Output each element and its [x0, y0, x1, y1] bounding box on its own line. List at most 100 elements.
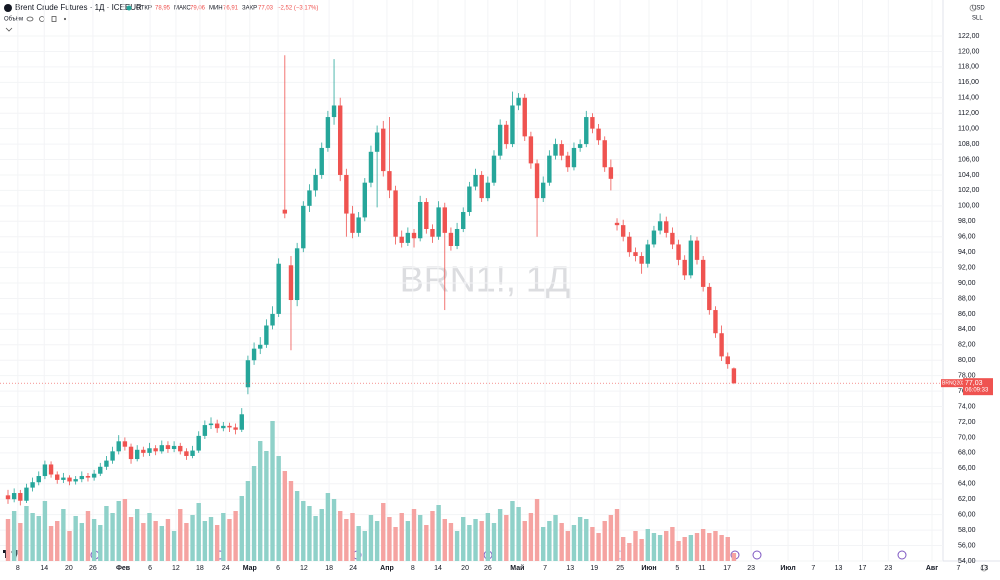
candle-body [497, 124, 503, 156]
volume-bar [196, 503, 201, 561]
axis-buttons[interactable] [969, 4, 988, 572]
candle-body [313, 174, 318, 191]
y-tick-label: 54,00 [958, 558, 976, 565]
volume-bar [479, 521, 484, 561]
volume-bar [288, 481, 294, 561]
volume-bar [258, 441, 263, 561]
volume-bar [307, 506, 312, 561]
volume-bar [67, 531, 72, 561]
candle-body [405, 232, 411, 243]
volume-bar [522, 521, 527, 561]
volume-bar [430, 511, 435, 561]
y-tick-label: 110,00 [958, 125, 979, 132]
collapse-arrow[interactable] [5, 27, 13, 32]
y-tick-label: 56,00 [958, 542, 976, 549]
candle-body [670, 232, 675, 245]
candle-body [159, 445, 164, 452]
candle-body [239, 414, 244, 430]
y-tick-label: 78,00 [958, 373, 976, 380]
x-tick-label: Апр [380, 565, 394, 572]
candle-body [319, 147, 324, 175]
y-tick-label: 100,00 [958, 203, 980, 210]
volume-bar [165, 519, 171, 561]
volume-bar [245, 481, 251, 561]
high-label: МАКС [174, 6, 191, 12]
volume-label: Объём [4, 17, 23, 23]
y-tick-label: 96,00 [958, 234, 976, 241]
watermark: BRN1!, 1Д [400, 259, 570, 300]
volume-bar [725, 537, 730, 561]
x-tick-label: 24 [349, 565, 357, 572]
volume-bar [700, 529, 706, 561]
header-title: Brent Crude Futures · 1Д · ICEEUR [15, 3, 142, 12]
candle-body [639, 256, 644, 264]
y-tick-label: 80,00 [958, 357, 976, 364]
volume-bar [516, 507, 521, 561]
y-tick-label: 112,00 [958, 110, 979, 117]
x-tick-label: 19 [590, 565, 598, 572]
candle-body [664, 221, 669, 233]
x-tick-label: Июл [780, 565, 795, 572]
volume-bar [301, 501, 306, 561]
candle-body [116, 441, 121, 452]
volume-bar [731, 553, 737, 561]
volume-bar [61, 509, 66, 561]
x-tick-label: 20 [461, 565, 469, 572]
y-tick-label: 104,00 [958, 172, 980, 179]
volume-bar [264, 451, 269, 561]
symbol-label: BRNQ2022 [942, 380, 968, 386]
candle-body [528, 136, 534, 164]
candle-body [387, 171, 392, 191]
candle-body [651, 230, 657, 245]
symbol-badge [941, 379, 963, 388]
volume-bar [48, 526, 54, 561]
volume-bar [504, 515, 509, 561]
y-tick-label: 102,00 [958, 187, 980, 194]
change-value: −2,52 (−3,17%) [277, 6, 318, 12]
candle-body [251, 348, 257, 361]
candle-body [565, 155, 571, 168]
volume-bar [153, 521, 158, 561]
candle-body [584, 117, 589, 145]
volume-bar [719, 535, 724, 561]
volume-bar [602, 521, 607, 561]
indicator-icons[interactable] [26, 16, 67, 22]
volume-bar [178, 509, 183, 561]
volume-bar [528, 513, 534, 561]
volume-bar [547, 521, 552, 561]
candle-body [208, 423, 214, 426]
candle-body [307, 190, 312, 206]
x-tick-label: 23 [747, 565, 755, 572]
candle-body [128, 446, 134, 460]
candle-body [614, 222, 620, 226]
volume-bar [325, 493, 331, 561]
unit[interactable]: SLL [972, 16, 983, 22]
currency[interactable]: USD [972, 6, 985, 12]
candle-body [707, 286, 712, 311]
candle-body [602, 140, 607, 168]
candle-body [485, 182, 491, 199]
volume-bar [30, 513, 35, 561]
x-tick-label: 13 [835, 565, 843, 572]
volume-bar [356, 526, 361, 561]
volume-bar [91, 519, 97, 561]
x-tick-label: 5 [675, 565, 679, 572]
volume-bar [227, 519, 232, 561]
x-tick-label: 24 [222, 565, 230, 572]
candle-body [417, 201, 423, 239]
volume-bar [368, 515, 374, 561]
symbol-icon [4, 4, 12, 12]
volume-bar [510, 501, 515, 561]
candle-body [153, 448, 158, 452]
volume-bar [184, 523, 189, 561]
candle-body [48, 464, 54, 475]
candle-body [36, 476, 41, 483]
y-tick-label: 82,00 [958, 342, 976, 349]
volume-bar [657, 535, 663, 561]
volume-bar [36, 516, 41, 561]
candle-body [430, 229, 435, 237]
volume-bar [122, 499, 128, 561]
candle-body [184, 451, 189, 456]
candle-body [73, 479, 78, 482]
y-tick-label: 118,00 [958, 64, 979, 71]
